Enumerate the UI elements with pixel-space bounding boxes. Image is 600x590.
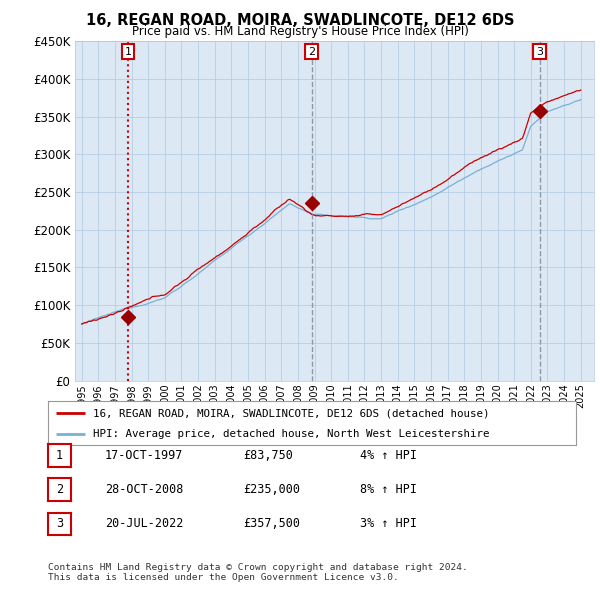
Text: 3% ↑ HPI: 3% ↑ HPI [360, 517, 417, 530]
Text: 2: 2 [56, 483, 63, 496]
Text: 16, REGAN ROAD, MOIRA, SWADLINCOTE, DE12 6DS (detached house): 16, REGAN ROAD, MOIRA, SWADLINCOTE, DE12… [93, 408, 490, 418]
Text: £83,750: £83,750 [243, 449, 293, 462]
Text: 1: 1 [56, 449, 63, 462]
Text: 8% ↑ HPI: 8% ↑ HPI [360, 483, 417, 496]
Text: Contains HM Land Registry data © Crown copyright and database right 2024.
This d: Contains HM Land Registry data © Crown c… [48, 563, 468, 582]
Text: 2: 2 [308, 47, 315, 57]
Text: 3: 3 [56, 517, 63, 530]
Text: 3: 3 [536, 47, 543, 57]
Text: 1: 1 [125, 47, 131, 57]
Text: 16, REGAN ROAD, MOIRA, SWADLINCOTE, DE12 6DS: 16, REGAN ROAD, MOIRA, SWADLINCOTE, DE12… [86, 13, 514, 28]
Text: 4% ↑ HPI: 4% ↑ HPI [360, 449, 417, 462]
Text: £235,000: £235,000 [243, 483, 300, 496]
Text: £357,500: £357,500 [243, 517, 300, 530]
Text: 20-JUL-2022: 20-JUL-2022 [105, 517, 184, 530]
Text: 28-OCT-2008: 28-OCT-2008 [105, 483, 184, 496]
Text: 17-OCT-1997: 17-OCT-1997 [105, 449, 184, 462]
Text: HPI: Average price, detached house, North West Leicestershire: HPI: Average price, detached house, Nort… [93, 428, 490, 438]
Text: Price paid vs. HM Land Registry's House Price Index (HPI): Price paid vs. HM Land Registry's House … [131, 25, 469, 38]
